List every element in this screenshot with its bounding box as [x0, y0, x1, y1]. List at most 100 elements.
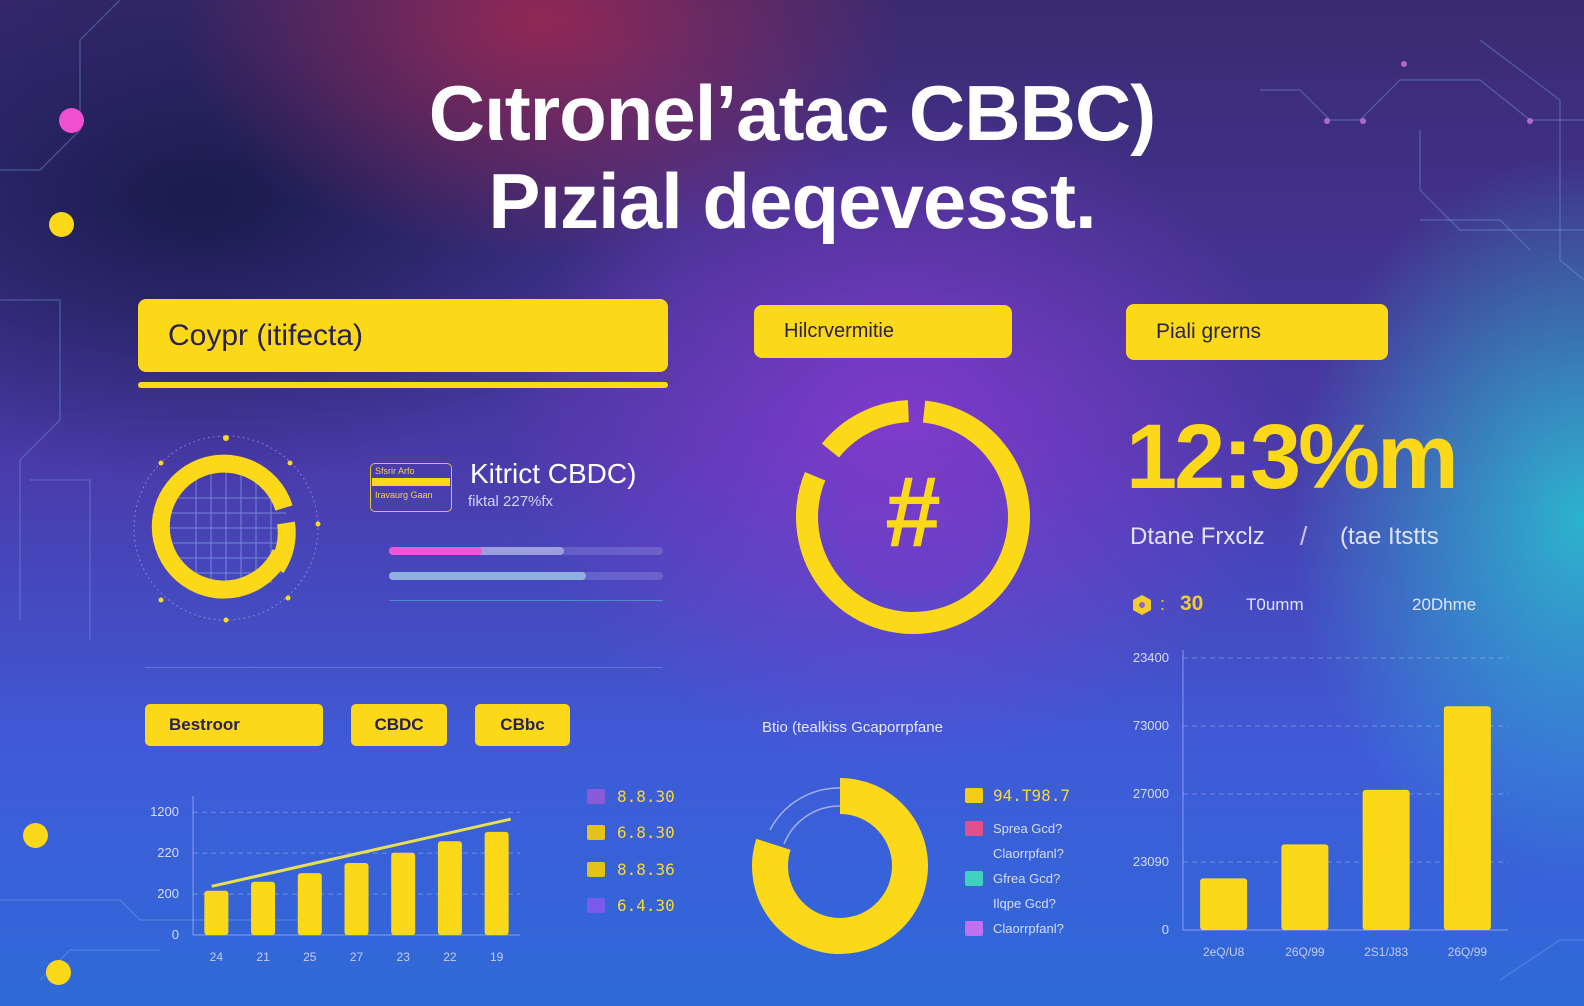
big-stat: 12:3%m [1126, 406, 1459, 508]
y-tick-label: 23400 [1133, 650, 1169, 665]
progress-bar-1 [389, 547, 663, 555]
legend-item: 8.8.30 [587, 774, 675, 819]
bar [1443, 706, 1491, 930]
right-panel-header: Piali grerns [1126, 304, 1388, 360]
left-legend: 8.8.30 6.8.30 8.8.36 6.4.30 [587, 782, 675, 928]
x-tick-label: 27 [350, 950, 364, 964]
y-tick-label: 220 [157, 845, 179, 860]
legend-label: Claorrpfanl? [993, 846, 1064, 861]
bar [437, 841, 462, 935]
decor-dot [23, 823, 48, 848]
legend-item: 6.8.30 [587, 811, 675, 856]
badge-top-text: Sfsrir Arfo [375, 466, 415, 476]
y-tick-label: 0 [1162, 922, 1169, 937]
y-tick-label: 1200 [150, 804, 179, 819]
legend-value: 8.8.36 [617, 859, 675, 879]
legend-swatch [965, 787, 983, 803]
trend-line [211, 817, 511, 888]
left-bar-chart: 0 200 220 1200 24 21 25 27 23 22 19 [150, 796, 520, 964]
globe-ring-icon [133, 435, 321, 623]
divider [389, 600, 663, 601]
bar [1281, 844, 1329, 930]
y-tick-label: 23090 [1133, 854, 1169, 869]
bar [204, 890, 229, 935]
legend-item: 6.4.30 [587, 884, 675, 929]
badge-stripe [372, 478, 450, 486]
legend-item: Claorrpfanl? [965, 841, 1070, 866]
stat-label-c: 20Dhme [1412, 595, 1477, 614]
x-tick-label: 25 [303, 950, 317, 964]
donut-chart [752, 778, 928, 954]
x-tick-label: 2S1/J83 [1364, 945, 1408, 959]
left-subline: fiktal 227%fx [468, 493, 554, 510]
y-tick-label: 27000 [1133, 786, 1169, 801]
legend-label: Ilqpe Gcd? [993, 896, 1056, 911]
legend-label: Claorrpfanl? [993, 921, 1064, 936]
button-bestroor[interactable]: Bestroor [145, 704, 323, 746]
bar [251, 881, 276, 935]
hexagon-icon [1133, 595, 1151, 615]
legend-swatch [587, 825, 605, 841]
button-cbbc[interactable]: CBbc [475, 704, 570, 746]
y-tick-label: 200 [157, 886, 179, 901]
bar [1362, 789, 1410, 930]
donut-slice [752, 778, 928, 954]
y-tick-label: 73000 [1133, 718, 1169, 733]
donut-legend: 94.T98.7 Sprea Gcd? Claorrpfanl? Gfrea Gcd?… [965, 782, 1070, 941]
legend-item: Gfrea Gcd? [965, 866, 1070, 891]
decor-dot [46, 960, 71, 985]
x-tick-label: 26Q/99 [1448, 945, 1488, 959]
divider [145, 667, 662, 668]
decor-dot [49, 212, 74, 237]
legend-label: 94.T98.7 [993, 785, 1071, 805]
left-headline: Kitrict CBDC) [470, 458, 637, 489]
legend-value: 8.8.30 [617, 786, 675, 806]
page-subtitle: Pızial deqevesst. [488, 157, 1096, 245]
progress-bar-2 [389, 572, 663, 580]
legend-item: Sprea Gcd? [965, 816, 1070, 841]
legend-swatch [965, 921, 983, 936]
stat-value: 30 [1180, 592, 1204, 615]
legend-swatch [965, 846, 983, 861]
right-bar-chart: 0 23090 27000 73000 23400 2eQ/U8 26Q/99 2S1/J83… [1133, 650, 1508, 959]
bar [344, 862, 369, 935]
bar [1200, 878, 1248, 930]
legend-item: 94.T98.7 [965, 774, 1070, 816]
y-tick-label: 0 [172, 927, 179, 942]
bar [484, 831, 509, 935]
legend-swatch [587, 861, 605, 877]
bar [297, 873, 322, 935]
x-tick-label: 26Q/99 [1285, 945, 1325, 959]
donut-slice [773, 796, 840, 844]
stat-subtitle-a: Dtane Frxclz [1130, 523, 1265, 550]
legend-item: Ilqpe Gcd? [965, 891, 1070, 916]
x-tick-label: 21 [256, 950, 270, 964]
donut-guide [769, 787, 841, 831]
legend-item: 8.8.36 [587, 847, 675, 892]
hash-icon: # [885, 456, 941, 568]
middle-panel-header: Hilcrvermitie [754, 305, 1012, 358]
card-badge: Sfsrir Arfo Iravaurg Gaan [370, 463, 452, 512]
legend-label: Sprea Gcd? [993, 821, 1063, 836]
donut-guide [783, 805, 841, 845]
x-tick-label: 23 [397, 950, 411, 964]
button-cbdc[interactable]: CBDC [351, 704, 447, 746]
x-tick-label: 19 [490, 950, 504, 964]
bar [391, 852, 416, 935]
stat-subtitle-b: (tae Itstts [1340, 523, 1439, 550]
stat-separator: / [1300, 521, 1308, 551]
hash-donut [796, 400, 1030, 634]
x-tick-label: 22 [443, 950, 457, 964]
stat-colon: : [1160, 594, 1166, 614]
legend-swatch [965, 896, 983, 911]
legend-swatch [965, 871, 983, 886]
legend-swatch [587, 788, 605, 804]
donut-caption: Btio (tealkiss Gcaporrpfane [762, 719, 943, 736]
legend-value: 6.4.30 [617, 896, 675, 916]
left-panel-header: Coypr (itifecta) [138, 299, 668, 372]
x-tick-label: 24 [210, 950, 224, 964]
legend-label: Gfrea Gcd? [993, 871, 1061, 886]
page-title: Cιtronelʼatac CBBC) [428, 69, 1156, 157]
decor-dot [59, 108, 84, 133]
